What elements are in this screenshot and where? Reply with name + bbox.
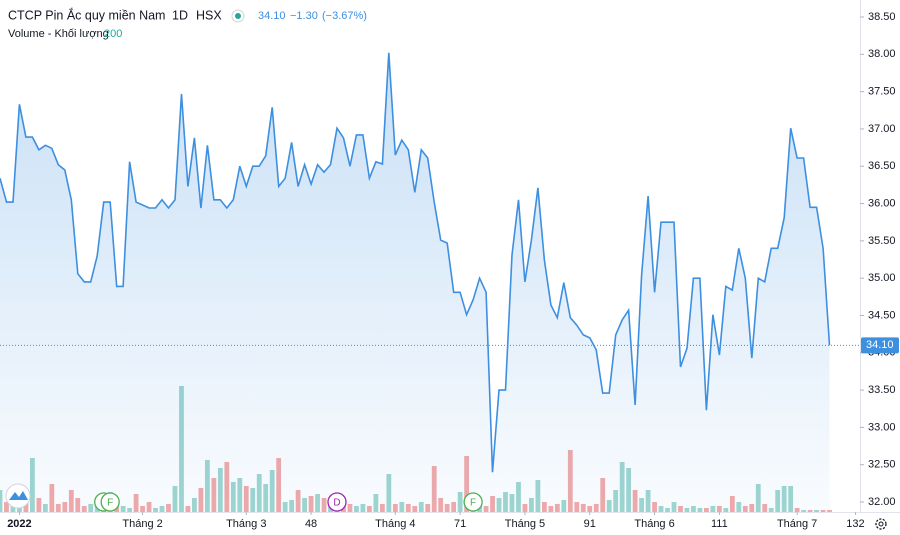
logo-shape[interactable] <box>9 491 28 500</box>
axes: 32.0032.5033.0033.5034.0034.5035.0035.50… <box>7 11 899 530</box>
x-tick-label: Tháng 6 <box>634 518 674 530</box>
event-circle <box>327 492 347 512</box>
x-tick-label: 2022 <box>7 518 31 530</box>
y-tick-label: 37.50 <box>868 86 896 98</box>
settings-icon[interactable] <box>875 518 887 530</box>
y-tick-label: 34.50 <box>868 309 896 321</box>
price-area <box>0 52 830 513</box>
y-tick-label: 35.50 <box>868 235 896 247</box>
volume-bar <box>827 510 832 512</box>
x-tick-label: 132 <box>846 518 864 530</box>
event-circle <box>100 492 120 512</box>
y-tick-label: 33.50 <box>868 384 896 396</box>
price-line <box>0 52 831 473</box>
gear-inner[interactable] <box>878 521 884 527</box>
last-price: 34.10 <box>258 10 286 22</box>
event-label: F <box>107 498 113 509</box>
logo[interactable] <box>5 483 31 509</box>
x-tick-label: Tháng 4 <box>375 518 415 530</box>
y-tick-label: 32.50 <box>868 459 896 471</box>
x-tick-label: Tháng 5 <box>505 518 545 530</box>
y-tick-label: 35.00 <box>868 272 896 284</box>
price-change: −1.30 <box>290 10 318 22</box>
event-marker[interactable]: F <box>100 492 120 512</box>
y-tick-label: 32.00 <box>868 496 896 508</box>
x-tick-label: Tháng 7 <box>777 518 817 530</box>
x-tick-label: 111 <box>711 518 728 530</box>
price-change-pct: (−3.67%) <box>322 10 367 22</box>
interval[interactable]: 1D <box>172 8 188 22</box>
status-dot-inner <box>235 13 241 19</box>
x-tick-label: 91 <box>584 518 596 530</box>
last-price-badge <box>861 337 899 354</box>
price-layer <box>0 52 860 513</box>
exchange: HSX <box>196 8 222 22</box>
volume-length: 200 <box>104 28 122 40</box>
event-label: D <box>333 498 340 509</box>
y-tick-label: 36.00 <box>868 197 896 209</box>
last-price-badge-label: 34.10 <box>866 339 894 351</box>
x-tick-label: 48 <box>305 518 317 530</box>
gear-outer[interactable] <box>875 518 887 530</box>
y-tick-label: 36.50 <box>868 160 896 172</box>
event-label: F <box>470 498 476 509</box>
x-tick-label: Tháng 2 <box>122 518 162 530</box>
y-tick-label: 38.00 <box>868 48 896 60</box>
y-tick-label: 37.00 <box>868 123 896 135</box>
y-tick-label: 33.00 <box>868 421 896 433</box>
event-circle <box>463 492 483 512</box>
y-tick-label: 38.50 <box>868 11 896 23</box>
volume-label: Volume - Khối lượng <box>8 28 109 40</box>
event-marker[interactable]: D <box>327 492 347 512</box>
x-tick-label: 71 <box>454 518 466 530</box>
symbol-title: CTCP Pin Ắc quy miền Nam <box>8 7 165 22</box>
x-tick-label: Tháng 3 <box>226 518 266 530</box>
event-marker[interactable]: F <box>463 492 483 512</box>
